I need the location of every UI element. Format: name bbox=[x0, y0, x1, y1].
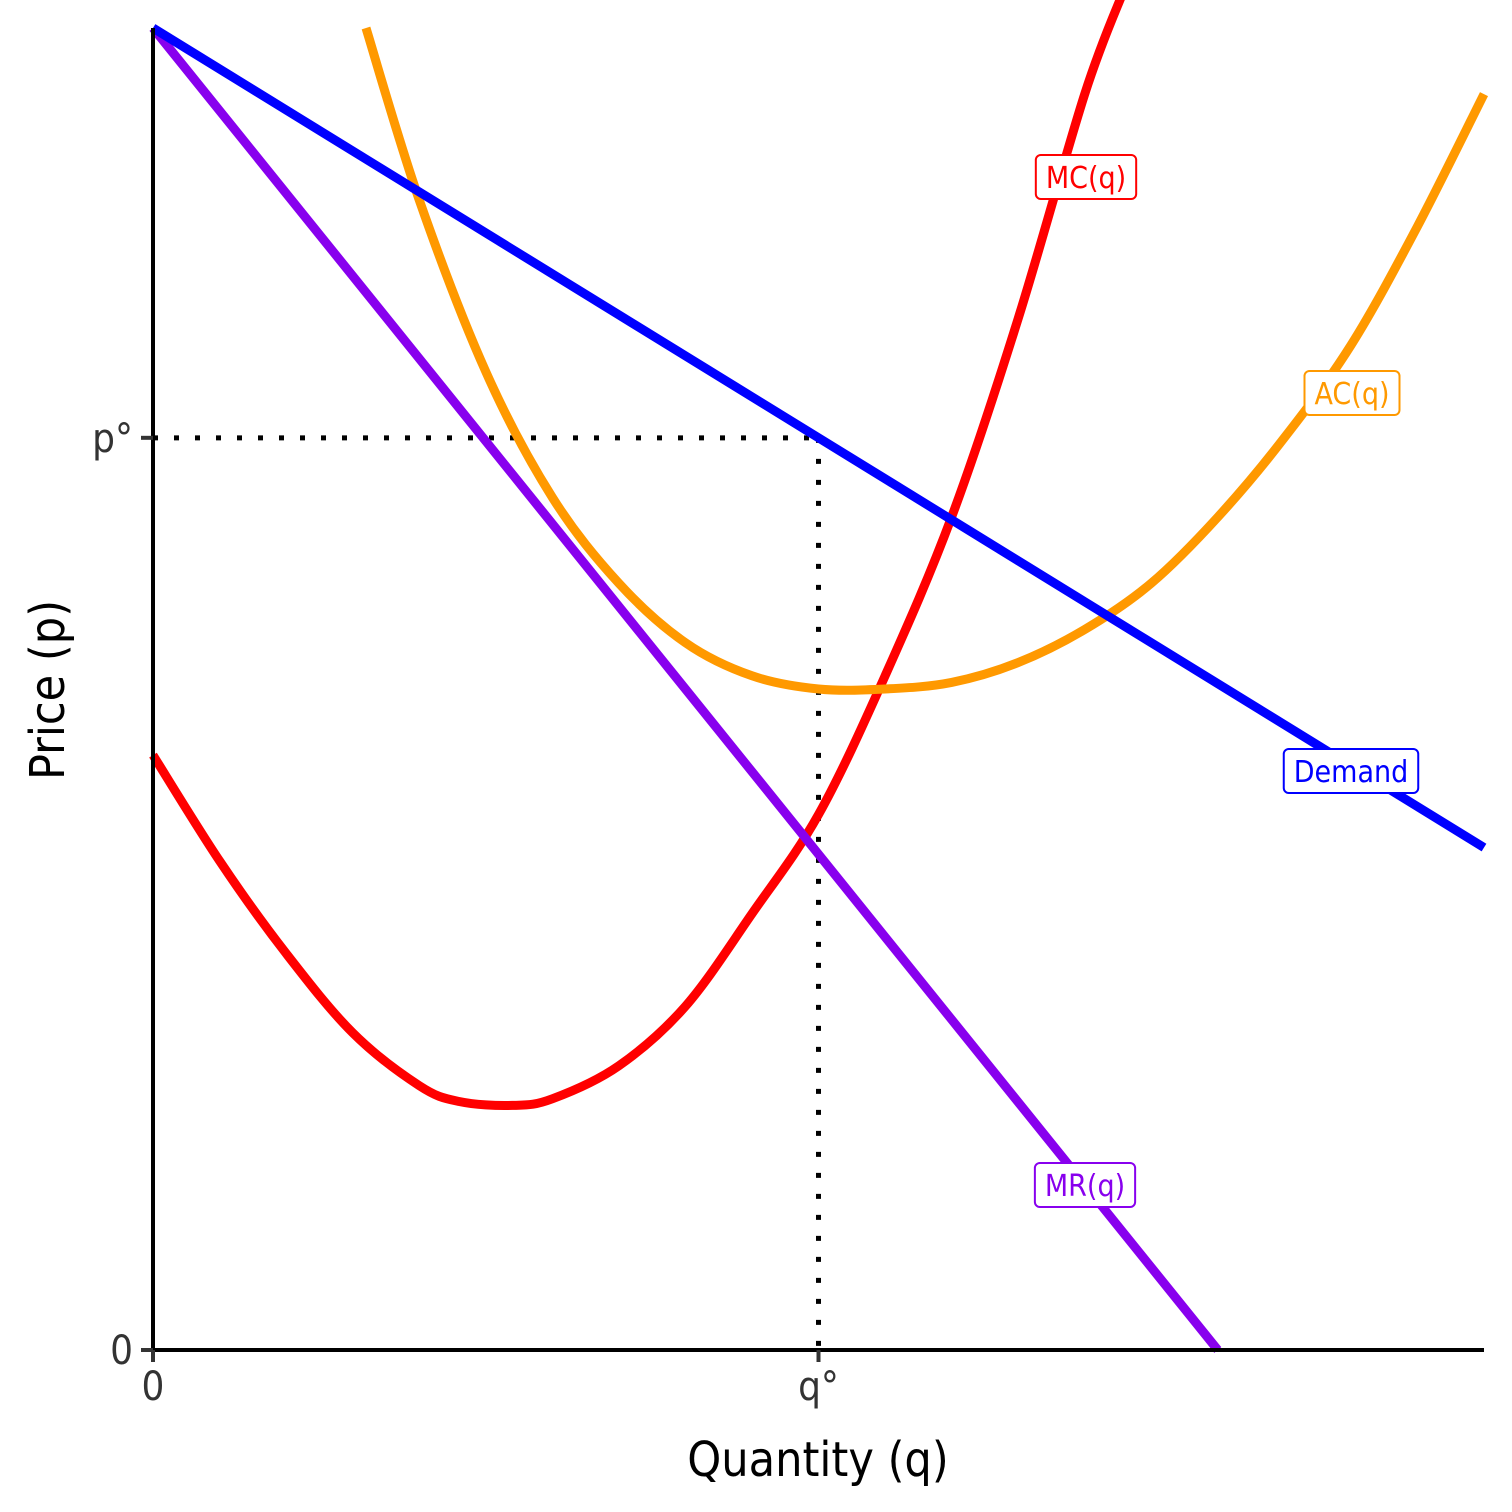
curve-label-text: AC(q) bbox=[1315, 377, 1390, 412]
curve-label-mr: MR(q) bbox=[1033, 1162, 1137, 1208]
x-tick-label: q° bbox=[798, 1364, 839, 1410]
curve-label-text: MC(q) bbox=[1046, 161, 1126, 196]
curve-label-box bbox=[1282, 748, 1420, 794]
x-axis-title: Quantity (q) bbox=[687, 1432, 948, 1488]
curves bbox=[149, 0, 1489, 1353]
y-tick-label: 0 bbox=[110, 1328, 133, 1374]
x-tick-label: 0 bbox=[142, 1364, 165, 1410]
curve-labels: Demand MR(q) MC(q) AC(q) bbox=[1033, 154, 1420, 1208]
reference-lines bbox=[153, 435, 821, 1350]
series-line-mc bbox=[149, 0, 1125, 1111]
y-tick-label: p° bbox=[92, 416, 133, 462]
curve-label-box bbox=[1034, 154, 1138, 200]
curve-label-mc: MC(q) bbox=[1034, 154, 1138, 200]
curve-label-box bbox=[1033, 1162, 1137, 1208]
curve-label-text: MR(q) bbox=[1045, 1169, 1125, 1204]
ticks: 0 q° 0 p° bbox=[92, 416, 839, 1410]
curve-label-demand: Demand bbox=[1282, 748, 1420, 794]
curve-label-ac: AC(q) bbox=[1303, 370, 1401, 416]
curve-label-text: Demand bbox=[1294, 755, 1408, 790]
y-axis-title: Price (p) bbox=[20, 600, 76, 780]
series-line-mr bbox=[149, 25, 1222, 1353]
curve-label-box bbox=[1303, 370, 1401, 416]
